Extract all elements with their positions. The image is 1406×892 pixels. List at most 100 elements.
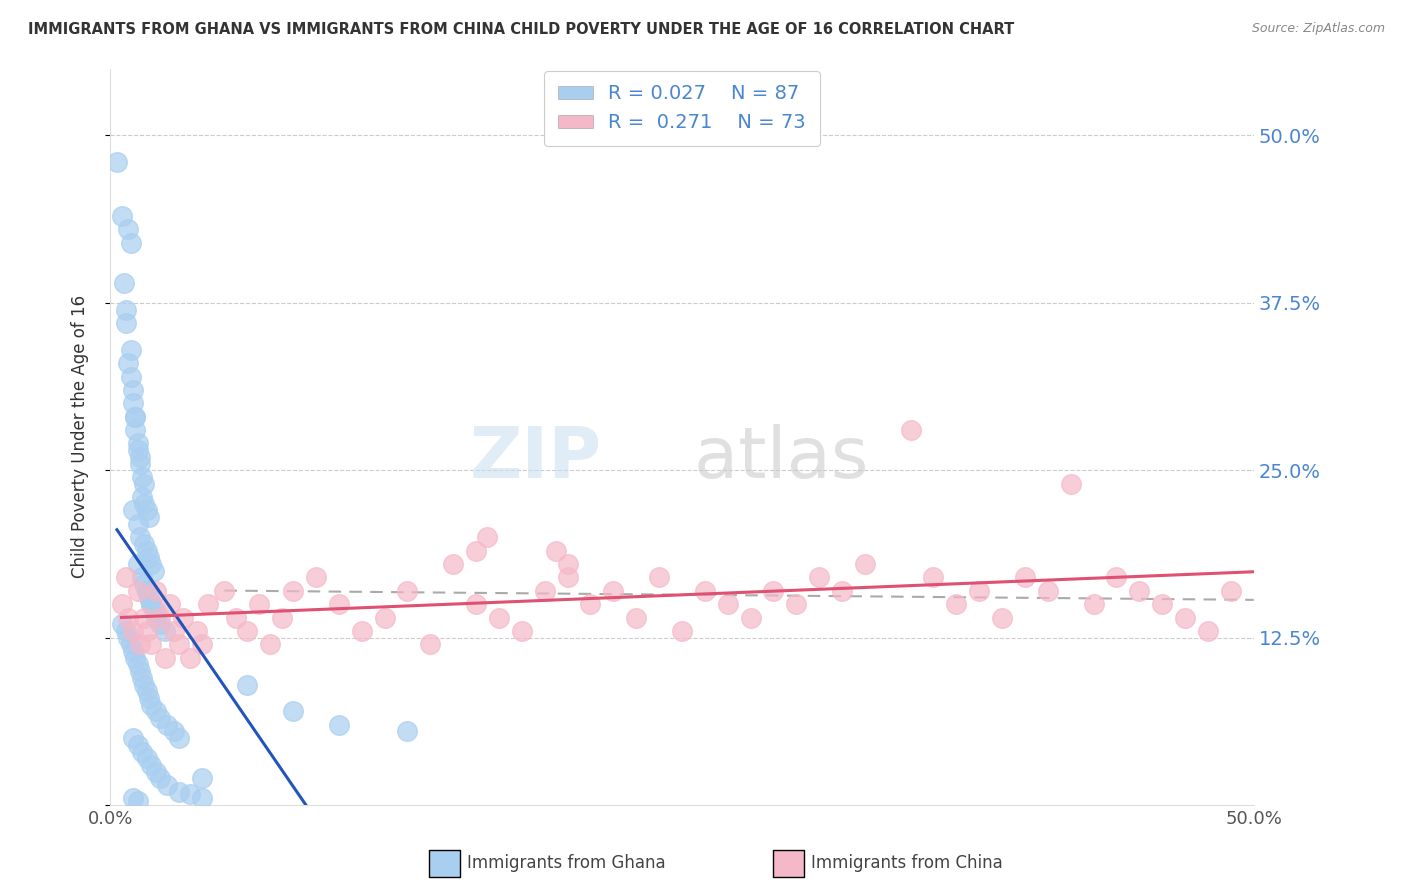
- Point: [236, 677, 259, 691]
- Point: [124, 423, 146, 437]
- Point: [186, 624, 208, 638]
- Point: [1219, 583, 1241, 598]
- Point: [117, 610, 139, 624]
- Point: [328, 717, 350, 731]
- Point: [900, 423, 922, 437]
- Point: [1014, 570, 1036, 584]
- Point: [190, 637, 212, 651]
- Point: [197, 597, 219, 611]
- Point: [138, 550, 160, 565]
- Point: [127, 443, 149, 458]
- Point: [134, 577, 156, 591]
- Point: [419, 637, 441, 651]
- Point: [236, 624, 259, 638]
- Point: [110, 597, 132, 611]
- Point: [138, 510, 160, 524]
- Point: [145, 604, 167, 618]
- Text: atlas: atlas: [602, 425, 869, 493]
- Point: [247, 597, 270, 611]
- Point: [122, 624, 145, 638]
- Point: [128, 664, 150, 678]
- Point: [156, 778, 179, 792]
- Point: [127, 657, 149, 672]
- Point: [624, 610, 647, 624]
- Point: [135, 583, 157, 598]
- Point: [579, 597, 602, 611]
- Point: [131, 490, 153, 504]
- Point: [163, 724, 186, 739]
- Point: [134, 610, 156, 624]
- Point: [167, 731, 190, 745]
- Point: [127, 557, 149, 571]
- Point: [153, 624, 176, 638]
- Point: [128, 530, 150, 544]
- Point: [717, 597, 740, 611]
- Point: [1036, 583, 1059, 598]
- Point: [153, 650, 176, 665]
- Point: [1105, 570, 1128, 584]
- Text: Immigrants from Ghana: Immigrants from Ghana: [467, 855, 665, 872]
- Point: [138, 591, 160, 605]
- Point: [149, 610, 172, 624]
- Point: [135, 543, 157, 558]
- Point: [785, 597, 807, 611]
- Point: [135, 751, 157, 765]
- Point: [117, 356, 139, 370]
- Text: IMMIGRANTS FROM GHANA VS IMMIGRANTS FROM CHINA CHILD POVERTY UNDER THE AGE OF 16: IMMIGRANTS FROM GHANA VS IMMIGRANTS FROM…: [28, 22, 1014, 37]
- Point: [350, 624, 373, 638]
- Point: [557, 570, 579, 584]
- Point: [922, 570, 945, 584]
- Point: [167, 637, 190, 651]
- Point: [557, 557, 579, 571]
- Point: [127, 516, 149, 531]
- Point: [167, 785, 190, 799]
- Point: [945, 597, 967, 611]
- Point: [967, 583, 990, 598]
- Point: [546, 543, 568, 558]
- Point: [124, 409, 146, 424]
- Point: [145, 764, 167, 779]
- Point: [122, 383, 145, 397]
- Point: [127, 436, 149, 450]
- Point: [1083, 597, 1105, 611]
- Point: [149, 617, 172, 632]
- Point: [112, 276, 135, 290]
- Point: [305, 570, 328, 584]
- Point: [120, 235, 142, 250]
- Point: [134, 476, 156, 491]
- Point: [1128, 583, 1150, 598]
- Point: [149, 711, 172, 725]
- Point: [648, 570, 671, 584]
- Point: [110, 617, 132, 632]
- Point: [808, 570, 831, 584]
- Point: [1197, 624, 1219, 638]
- Point: [465, 543, 488, 558]
- Point: [122, 731, 145, 745]
- Point: [145, 704, 167, 718]
- Point: [156, 717, 179, 731]
- Point: [131, 745, 153, 759]
- Point: [122, 644, 145, 658]
- Legend: R = 0.027    N = 87, R =  0.271    N = 73: R = 0.027 N = 87, R = 0.271 N = 73: [544, 70, 820, 145]
- Point: [693, 583, 716, 598]
- Point: [131, 470, 153, 484]
- Point: [141, 698, 163, 712]
- Point: [853, 557, 876, 571]
- Point: [120, 637, 142, 651]
- Point: [135, 684, 157, 698]
- Point: [128, 457, 150, 471]
- Point: [134, 497, 156, 511]
- Point: [128, 450, 150, 464]
- Point: [135, 624, 157, 638]
- Point: [117, 631, 139, 645]
- Point: [138, 690, 160, 705]
- Point: [120, 369, 142, 384]
- Point: [465, 597, 488, 611]
- Point: [225, 610, 247, 624]
- Point: [115, 624, 138, 638]
- Point: [115, 316, 138, 330]
- Y-axis label: Child Poverty Under the Age of 16: Child Poverty Under the Age of 16: [72, 295, 89, 578]
- Point: [131, 570, 153, 584]
- Point: [131, 671, 153, 685]
- Point: [831, 583, 853, 598]
